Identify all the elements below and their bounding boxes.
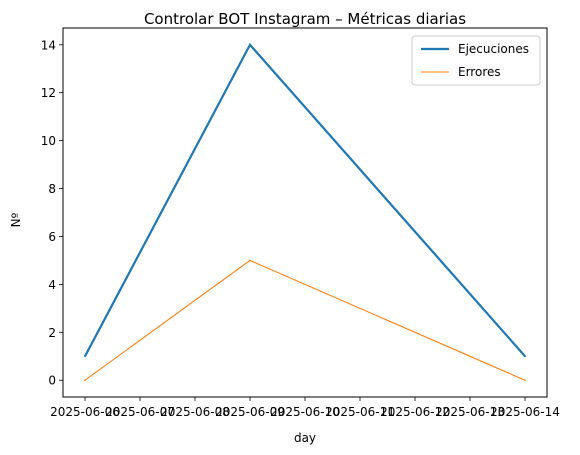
y-tick-label: 12 — [41, 86, 56, 100]
x-tick-label: 2025-06-07 — [105, 405, 175, 419]
x-axis: 2025-06-062025-06-072025-06-082025-06-09… — [50, 397, 560, 419]
plot-area — [84, 42, 526, 382]
x-tick-label: 2025-06-11 — [325, 405, 395, 419]
y-tick-label: 6 — [48, 230, 56, 244]
y-tick-label: 10 — [41, 134, 56, 148]
x-tick-label: 2025-06-13 — [435, 405, 505, 419]
data-point-errores — [249, 259, 251, 262]
legend: Ejecuciones Errores — [411, 35, 541, 86]
x-tick-label: 2025-06-10 — [270, 405, 340, 419]
legend-label-errores: Errores — [458, 65, 501, 79]
legend-label-ejecuciones: Ejecuciones — [458, 42, 529, 56]
data-point-errores — [84, 379, 86, 382]
data-point-ejecuciones — [524, 355, 526, 358]
y-tick-label: 8 — [48, 182, 56, 196]
x-axis-title: day — [294, 431, 316, 445]
series-line-errores — [84, 259, 526, 381]
series-line-ejecuciones — [84, 42, 526, 357]
x-tick-label: 2025-06-08 — [160, 405, 230, 419]
y-tick-label: 4 — [48, 278, 56, 292]
x-tick-label: 2025-06-06 — [50, 405, 120, 419]
data-point-ejecuciones — [249, 43, 251, 46]
y-tick-label: 0 — [48, 374, 56, 388]
x-tick-label: 2025-06-09 — [215, 405, 285, 419]
y-axis-title: Nº — [9, 212, 23, 227]
data-point-ejecuciones — [84, 355, 86, 358]
data-point-errores — [524, 379, 526, 382]
y-tick-label: 2 — [48, 326, 56, 340]
y-axis: 0 2 4 6 8 10 12 14 — [41, 38, 63, 388]
chart-title: Controlar BOT Instagram – Métricas diari… — [144, 10, 466, 28]
x-tick-label: 2025-06-14 — [490, 405, 560, 419]
y-tick-label: 14 — [41, 38, 56, 52]
x-tick-label: 2025-06-12 — [380, 405, 450, 419]
